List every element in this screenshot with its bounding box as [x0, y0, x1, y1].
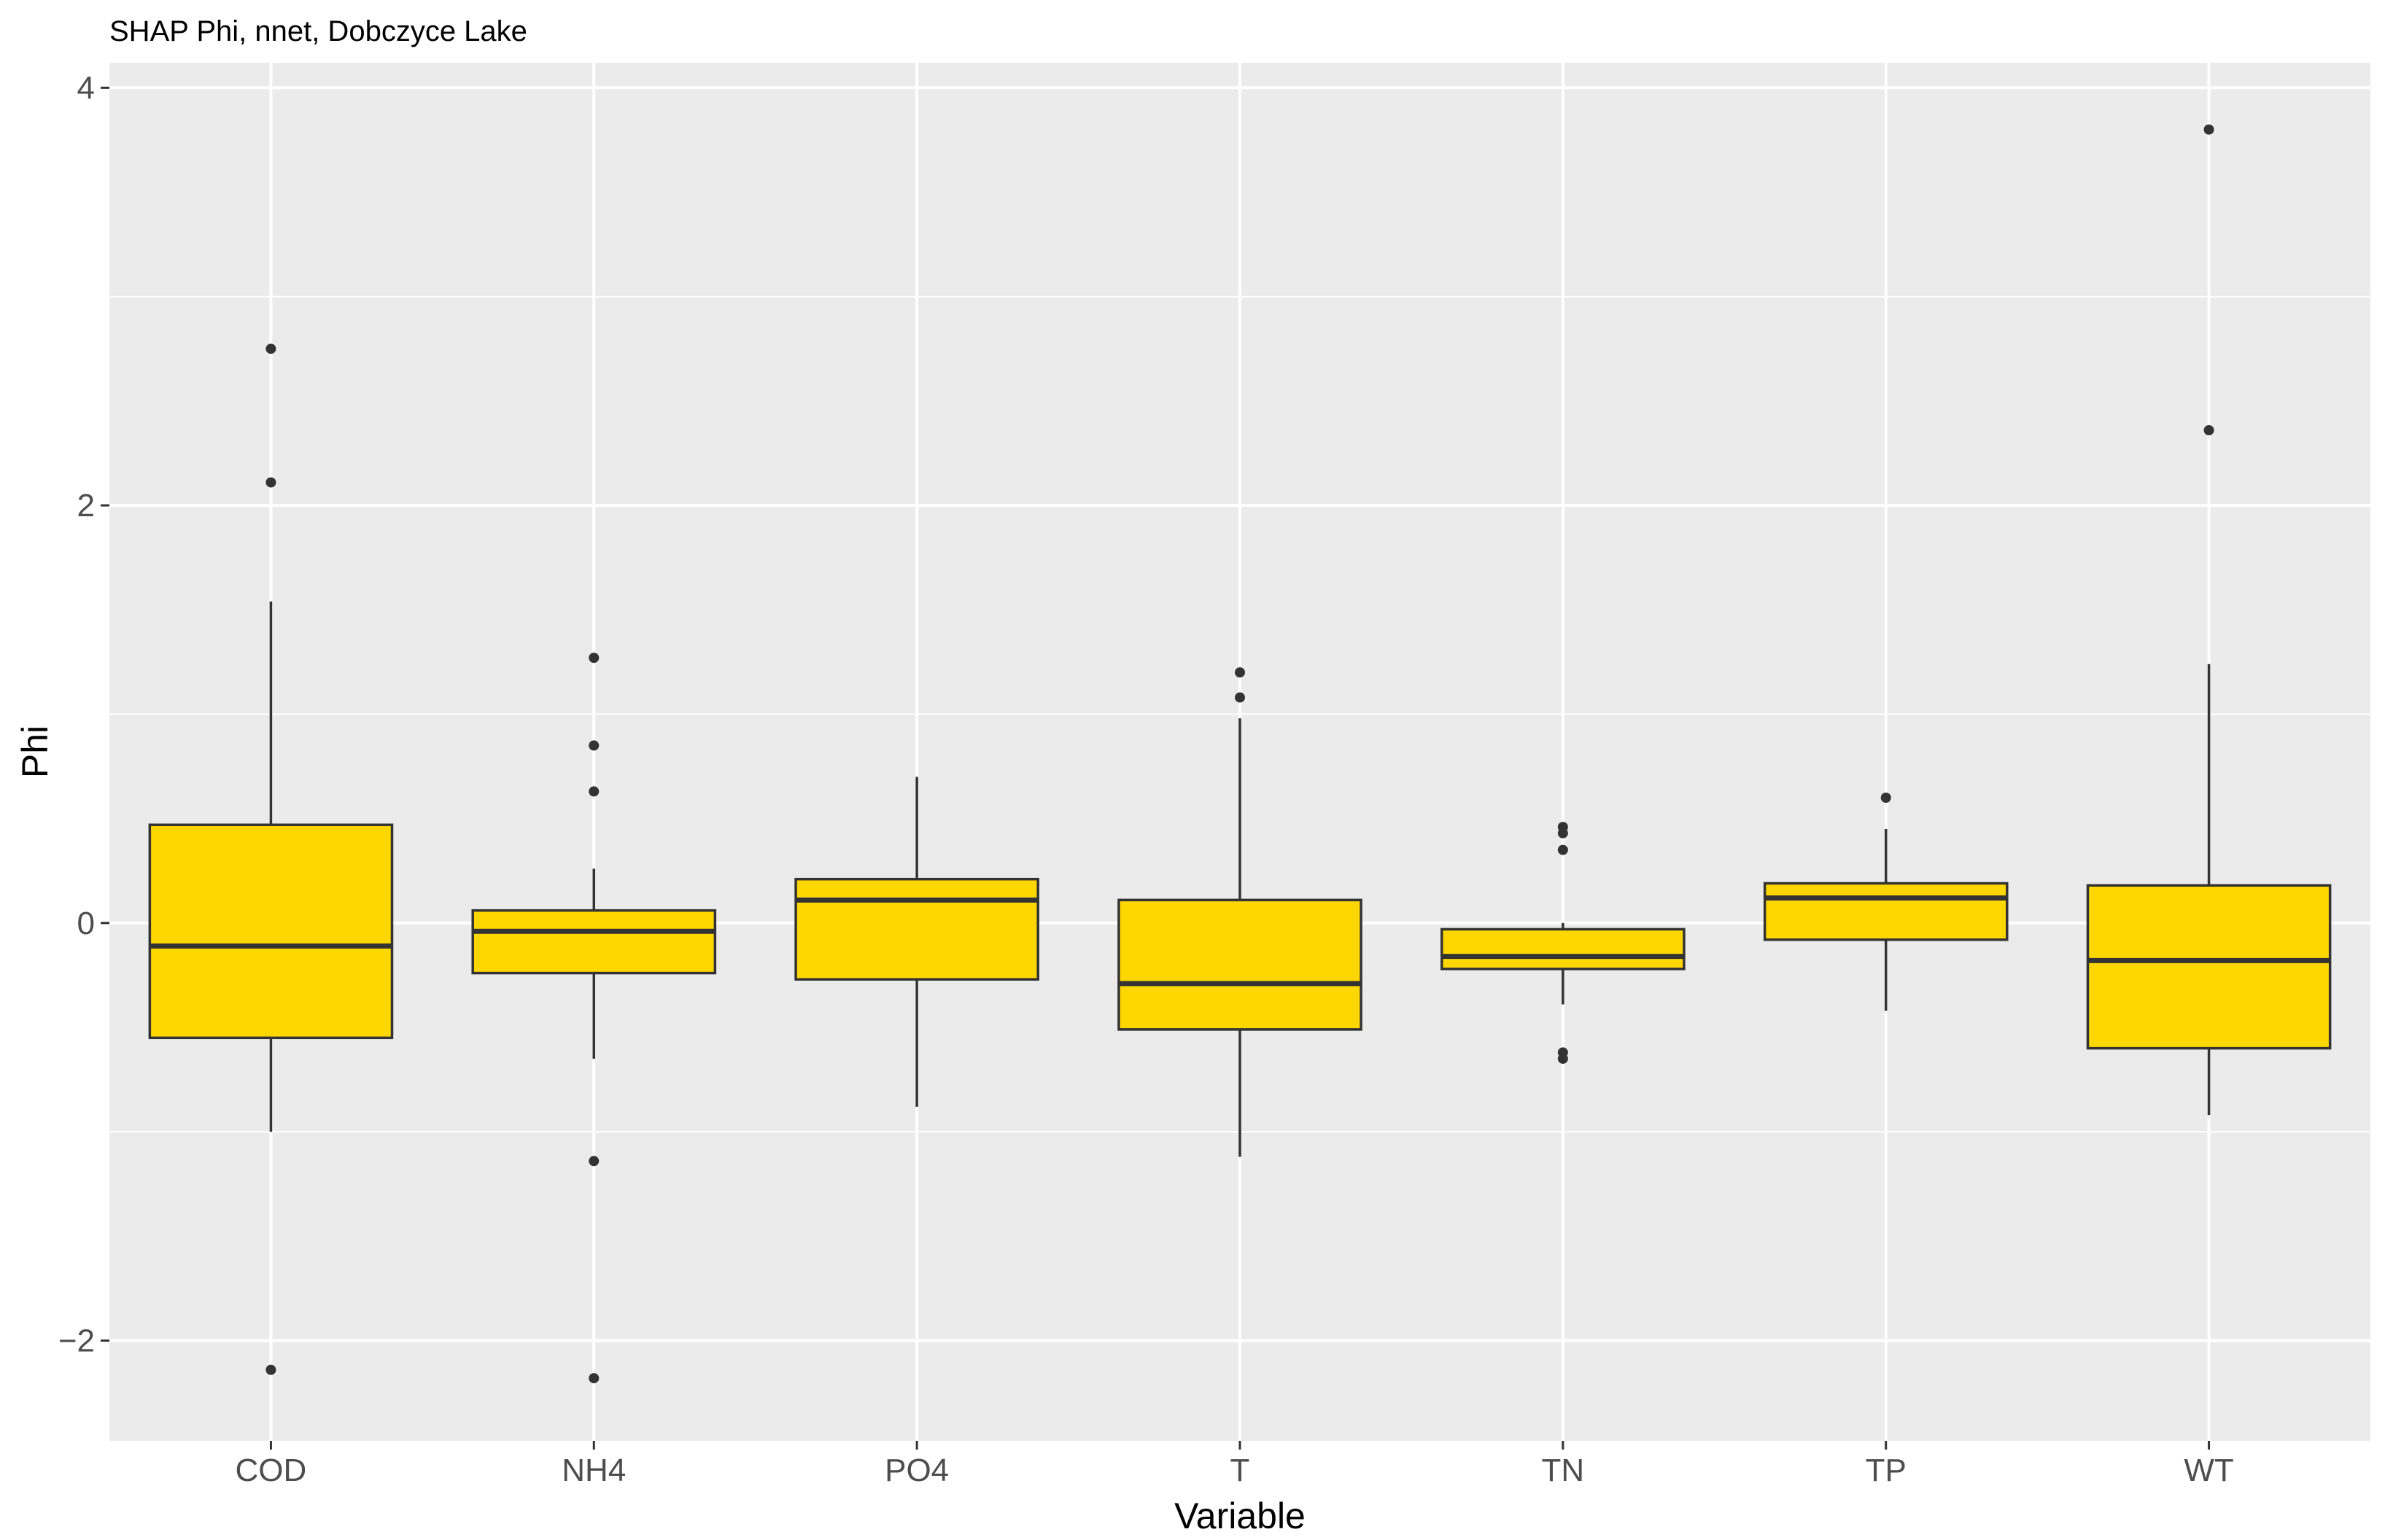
outlier-point — [589, 740, 600, 751]
outlier-point — [1880, 793, 1891, 803]
box-tp — [1763, 793, 2009, 1011]
box-wt — [2086, 124, 2332, 1116]
outlier-point — [589, 1373, 600, 1384]
y-tick-label: −2 — [58, 1323, 95, 1359]
x-tick-label: TP — [1866, 1452, 1907, 1488]
y-tick-label: 2 — [77, 488, 95, 524]
box-tn — [1440, 822, 1686, 1064]
x-axis: COD NH4 PO4 T TN TP WT — [236, 1441, 2234, 1488]
x-tick-label: TN — [1542, 1452, 1585, 1488]
box-nh4 — [471, 653, 717, 1384]
outlier-point — [265, 477, 276, 488]
x-axis-label: Variable — [1174, 1496, 1306, 1536]
x-tick-label: PO4 — [885, 1452, 949, 1488]
outlier-point — [2203, 425, 2214, 435]
y-axis-label: Phi — [15, 726, 55, 778]
outlier-point — [589, 1156, 600, 1167]
y-axis: −2 0 2 4 — [58, 70, 109, 1359]
y-tick-label: 4 — [77, 70, 95, 106]
box-iqr — [1763, 882, 2009, 941]
box-iqr — [2086, 884, 2332, 1050]
outlier-point — [1557, 828, 1568, 839]
x-tick-label: T — [1230, 1452, 1250, 1488]
box-iqr — [1440, 928, 1686, 971]
chart-title: SHAP Phi, nnet, Dobczyce Lake — [109, 15, 527, 47]
y-tick-label: 0 — [77, 906, 95, 941]
box-t — [1117, 667, 1362, 1157]
outlier-point — [265, 343, 276, 354]
outlier-point — [589, 653, 600, 664]
box-iqr — [794, 877, 1039, 981]
outlier-point — [2203, 124, 2214, 135]
box-iqr — [148, 823, 394, 1040]
box-cod — [148, 343, 394, 1375]
outlier-point — [1235, 692, 1245, 703]
box-iqr — [471, 909, 717, 975]
outlier-point — [589, 786, 600, 797]
boxplot-layer — [148, 124, 2332, 1384]
outlier-point — [1557, 1053, 1568, 1064]
x-tick-label: NH4 — [562, 1452, 626, 1488]
outlier-point — [1557, 844, 1568, 855]
outlier-point — [1235, 667, 1245, 678]
x-tick-label: COD — [236, 1452, 307, 1488]
x-tick-label: WT — [2184, 1452, 2233, 1488]
box-iqr — [1117, 898, 1362, 1031]
outlier-point — [265, 1364, 276, 1375]
box-po4 — [794, 777, 1039, 1107]
